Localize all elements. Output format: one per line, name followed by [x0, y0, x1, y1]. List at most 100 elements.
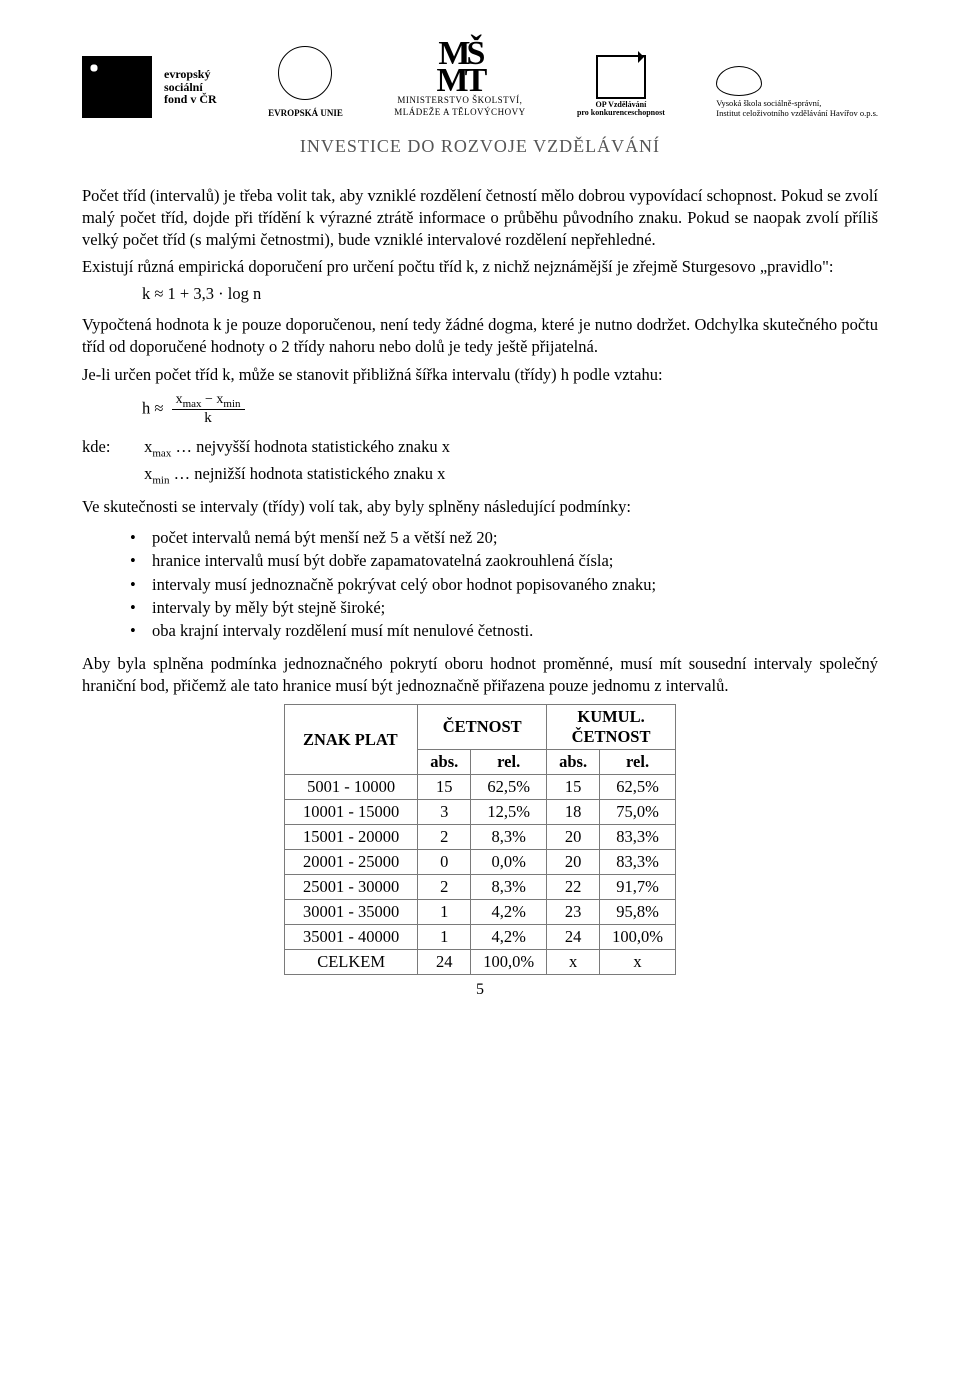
- esf-line: fond v ČR: [164, 93, 217, 106]
- col-krel: rel.: [600, 750, 676, 775]
- msmt-line2: MLÁDEŽE A TĚLOVÝCHOVY: [394, 108, 525, 118]
- cell-range: 25001 - 30000: [285, 875, 418, 900]
- total-kabs: x: [547, 950, 600, 975]
- cell-abs: 1: [418, 900, 471, 925]
- paragraph: Existují různá empirická doporučení pro …: [82, 256, 878, 278]
- paragraph: Vypočtená hodnota k je pouze doporučenou…: [82, 314, 878, 358]
- cell-rel: 4,2%: [471, 925, 547, 950]
- cell-kabs: 23: [547, 900, 600, 925]
- msmt-icon: MŠMT: [394, 40, 525, 94]
- cell-range: 5001 - 10000: [285, 775, 418, 800]
- list-item: intervaly by měly být stejně široké;: [152, 596, 878, 619]
- sturges-formula: k ≈ 1 + 3,3 · log n: [142, 284, 878, 304]
- cell-rel: 12,5%: [471, 800, 547, 825]
- body-text: Počet tříd (intervalů) je třeba volit ta…: [82, 185, 878, 696]
- document-page: evropský sociální fond v ČR EVROPSKÁ UNI…: [0, 0, 960, 1393]
- vs-line2: Institut celoživotního vzdělávání Havířo…: [716, 108, 878, 118]
- esf-logo: evropský sociální fond v ČR: [82, 56, 217, 118]
- msmt-logo: MŠMT MINISTERSTVO ŠKOLSTVÍ, MLÁDEŽE A TĚ…: [394, 40, 525, 118]
- cell-range: 10001 - 15000: [285, 800, 418, 825]
- cell-rel: 8,3%: [471, 825, 547, 850]
- cell-rel: 4,2%: [471, 900, 547, 925]
- cell-range: 20001 - 25000: [285, 850, 418, 875]
- col-kabs: abs.: [547, 750, 600, 775]
- cell-range: 30001 - 35000: [285, 900, 418, 925]
- col-cetnost: ČETNOST: [418, 705, 547, 750]
- eu-label: EVROPSKÁ UNIE: [268, 108, 343, 118]
- eu-logo: EVROPSKÁ UNIE: [268, 46, 343, 118]
- col-rel: rel.: [471, 750, 547, 775]
- table-row: 30001 - 3500014,2%2395,8%: [285, 900, 676, 925]
- kde-label: kde:: [82, 437, 140, 457]
- vs-logo: Vysoká škola sociálně-správní, Institut …: [716, 66, 878, 118]
- total-label: CELKEM: [285, 950, 418, 975]
- list-item: hranice intervalů musí být dobře zapamat…: [152, 549, 878, 572]
- fraction-numerator: xmax − xmin: [172, 392, 245, 411]
- fraction: xmax − xmin k: [172, 392, 245, 428]
- cell-abs: 2: [418, 825, 471, 850]
- cell-krel: 62,5%: [600, 775, 676, 800]
- cell-abs: 1: [418, 925, 471, 950]
- paragraph: Počet tříd (intervalů) je třeba volit ta…: [82, 185, 878, 250]
- cell-krel: 91,7%: [600, 875, 676, 900]
- cell-kabs: 22: [547, 875, 600, 900]
- cell-krel: 100,0%: [600, 925, 676, 950]
- esf-line: evropský: [164, 68, 217, 81]
- cell-abs: 2: [418, 875, 471, 900]
- logo-strip: evropský sociální fond v ČR EVROPSKÁ UNI…: [82, 40, 878, 118]
- fraction-denominator: k: [172, 410, 245, 427]
- width-formula: h ≈ xmax − xmin k: [142, 392, 878, 428]
- page-number: 5: [82, 981, 878, 999]
- cell-range: 35001 - 40000: [285, 925, 418, 950]
- where-line-1: kde: xmax … nejvyšší hodnota statistické…: [82, 437, 878, 459]
- table-row: 25001 - 3000028,3%2291,7%: [285, 875, 676, 900]
- esf-icon: [82, 56, 152, 118]
- vs-icon: [716, 66, 762, 96]
- cell-kabs: 20: [547, 850, 600, 875]
- list-item: počet intervalů nemá být menší než 5 a v…: [152, 526, 878, 549]
- cell-krel: 83,3%: [600, 825, 676, 850]
- esf-text: evropský sociální fond v ČR: [164, 68, 217, 106]
- table-row: 5001 - 100001562,5%1562,5%: [285, 775, 676, 800]
- col-kumul: KUMUL. ČETNOST: [547, 705, 676, 750]
- vs-line1: Vysoká škola sociálně-správní,: [716, 98, 878, 108]
- table-header-row: ZNAK PLAT ČETNOST KUMUL. ČETNOST: [285, 705, 676, 750]
- op-line2: pro konkurenceschopnost: [577, 109, 665, 118]
- list-item: intervaly musí jednoznačně pokrývat celý…: [152, 573, 878, 596]
- where-line-2: xmin … nejnižší hodnota statistického zn…: [82, 464, 878, 486]
- conditions-list: počet intervalů nemá být menší než 5 a v…: [82, 526, 878, 643]
- cell-rel: 62,5%: [471, 775, 547, 800]
- h-prefix: h ≈: [142, 398, 163, 417]
- frequency-table: ZNAK PLAT ČETNOST KUMUL. ČETNOST abs. re…: [284, 704, 676, 975]
- col-znak: ZNAK PLAT: [285, 705, 418, 775]
- cell-kabs: 20: [547, 825, 600, 850]
- tagline: INVESTICE DO ROZVOJE VZDĚLÁVÁNÍ: [82, 136, 878, 157]
- cell-kabs: 24: [547, 925, 600, 950]
- total-krel: x: [600, 950, 676, 975]
- list-item: oba krajní intervaly rozdělení musí mít …: [152, 619, 878, 642]
- cell-kabs: 18: [547, 800, 600, 825]
- total-rel: 100,0%: [471, 950, 547, 975]
- col-abs: abs.: [418, 750, 471, 775]
- msmt-line1: MINISTERSTVO ŠKOLSTVÍ,: [394, 96, 525, 106]
- paragraph: Je-li určen počet tříd k, může se stanov…: [82, 364, 878, 386]
- table-row: 15001 - 2000028,3%2083,3%: [285, 825, 676, 850]
- table-row: 10001 - 15000312,5%1875,0%: [285, 800, 676, 825]
- cell-rel: 8,3%: [471, 875, 547, 900]
- cell-abs: 0: [418, 850, 471, 875]
- cell-abs: 15: [418, 775, 471, 800]
- total-abs: 24: [418, 950, 471, 975]
- cell-rel: 0,0%: [471, 850, 547, 875]
- cell-range: 15001 - 20000: [285, 825, 418, 850]
- op-icon: [596, 55, 646, 99]
- table-row: 20001 - 2500000,0%2083,3%: [285, 850, 676, 875]
- paragraph: Ve skutečnosti se intervaly (třídy) volí…: [82, 496, 878, 518]
- table-row: 35001 - 4000014,2%24100,0%: [285, 925, 676, 950]
- cell-kabs: 15: [547, 775, 600, 800]
- paragraph: Aby byla splněna podmínka jednoznačného …: [82, 653, 878, 697]
- cell-krel: 83,3%: [600, 850, 676, 875]
- eu-stars-icon: [278, 46, 332, 100]
- cell-krel: 95,8%: [600, 900, 676, 925]
- cell-krel: 75,0%: [600, 800, 676, 825]
- table-total-row: CELKEM 24 100,0% x x: [285, 950, 676, 975]
